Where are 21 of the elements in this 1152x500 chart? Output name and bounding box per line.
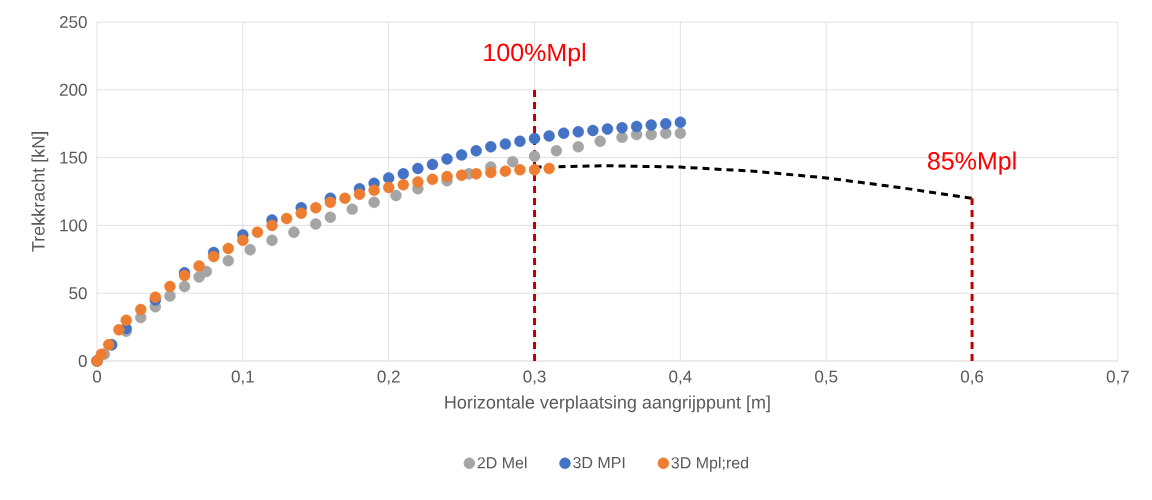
x-tick-label: 0,1 [231,370,254,385]
y-tick-label: 150 [60,151,87,164]
legend-label: 3D MPI [573,456,625,469]
y-axis-title: Trekkracht [kN] [31,132,49,252]
legend-label: 3D Mpl;red [671,456,749,472]
x-tick-label: 0 [92,370,102,383]
legend-label: 2D Mel [477,456,527,469]
x-tick-label: 0,6 [960,370,984,385]
x-tick-label: 0,4 [669,370,692,385]
y-tick-label: 100 [60,219,87,232]
x-tick-label: 0,2 [377,370,400,385]
x-axis-title: Horizontale verplaatsing aangrijppunt [m] [445,395,770,413]
x-tick-label: 0,7 [1106,370,1129,385]
x-tick-label: 0,5 [815,370,838,385]
y-tick-label: 50 [69,287,87,300]
y-tick-label: 0 [78,354,87,368]
x-tick-label: 0,3 [523,370,546,385]
y-tick-label: 250 [59,15,87,29]
y-tick-label: 200 [59,83,87,96]
annotation: 85%Mpl [927,151,1016,175]
annotation: 100%Mpl [484,42,585,67]
